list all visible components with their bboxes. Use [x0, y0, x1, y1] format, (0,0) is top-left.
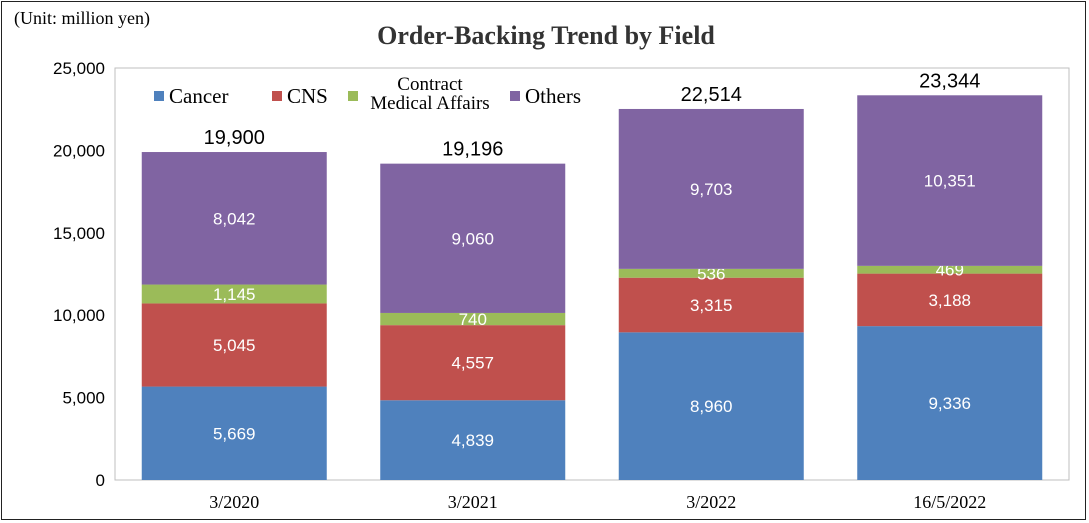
- bar-segment: [857, 265, 1043, 274]
- bar-segment: [380, 163, 566, 313]
- data-label: 10,351: [924, 172, 976, 191]
- y-tick-label: 25,000: [53, 59, 105, 78]
- data-label: 1,145: [213, 285, 256, 304]
- bar-segment: [618, 332, 804, 480]
- bar-segment: [618, 277, 804, 333]
- legend-swatch: [154, 91, 164, 101]
- y-tick-label: 5,000: [62, 389, 105, 408]
- y-tick-label: 10,000: [53, 306, 105, 325]
- legend-label: Others: [525, 84, 581, 108]
- data-label: 3,315: [690, 296, 733, 315]
- total-label: 19,196: [442, 139, 503, 161]
- legend-swatch: [510, 91, 520, 101]
- bar-segment: [618, 268, 804, 278]
- x-tick-label: 3/2022: [686, 492, 736, 512]
- chart-title: Order-Backing Trend by Field: [377, 21, 715, 50]
- legend-label: Cancer: [169, 84, 228, 108]
- total-label: 23,344: [919, 70, 980, 92]
- data-label: 9,703: [690, 180, 733, 199]
- total-label: 19,900: [204, 127, 265, 149]
- legend-label: CNS: [287, 84, 328, 108]
- legend-swatch: [272, 91, 282, 101]
- data-label: 9,060: [451, 229, 494, 248]
- data-label: 9,336: [928, 394, 971, 413]
- data-label: 5,045: [213, 336, 256, 355]
- bar-segment: [857, 273, 1043, 327]
- bar-segment: [141, 152, 327, 285]
- y-tick-label: 20,000: [53, 141, 105, 160]
- total-label: 22,514: [681, 84, 742, 106]
- data-label: 536: [697, 264, 725, 283]
- legend-swatch: [348, 91, 358, 101]
- bar-segment: [141, 303, 327, 387]
- data-label: 740: [459, 310, 487, 329]
- bar-segment: [380, 400, 566, 480]
- plot-area: 0 5,000 10,000 15,000 20,000 25,000 5,669 5,045…: [53, 59, 1070, 512]
- data-label: 8,042: [213, 209, 256, 228]
- bar-segment: [857, 326, 1043, 480]
- data-label: 4,839: [451, 431, 494, 450]
- data-label: 8,960: [690, 397, 733, 416]
- bar-segment: [380, 325, 566, 401]
- data-label: 5,669: [213, 424, 256, 443]
- unit-note: (Unit: million yen): [14, 8, 150, 29]
- bar-segment: [380, 312, 566, 326]
- data-label: 4,557: [451, 354, 494, 373]
- y-tick-label: 15,000: [53, 224, 105, 243]
- bar-segment: [141, 386, 327, 480]
- x-tick-label: 3/2020: [209, 492, 259, 512]
- bar-segment: [857, 95, 1043, 266]
- bar-segment: [141, 284, 327, 304]
- plot-border: [114, 67, 1070, 481]
- legend-label: Contract: [397, 74, 463, 95]
- legend-label: Medical Affairs: [370, 93, 489, 114]
- bar-segment: [618, 108, 804, 269]
- x-tick-label: 16/5/2022: [913, 492, 986, 512]
- x-tick-label: 3/2021: [448, 492, 498, 512]
- data-label: 3,188: [928, 291, 971, 310]
- y-tick-label: 0: [96, 471, 105, 490]
